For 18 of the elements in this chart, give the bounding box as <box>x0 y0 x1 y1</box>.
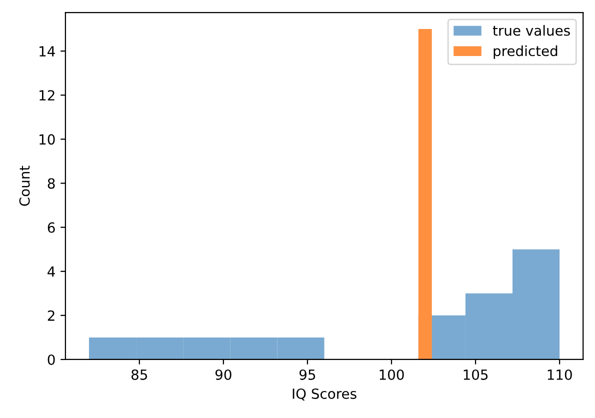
y-axis-title: Count <box>19 166 30 206</box>
y-tick-label: 10 <box>40 134 55 145</box>
legend-label: predicted <box>494 45 558 59</box>
y-tick-label: 8 <box>48 178 55 189</box>
legend-label: true values <box>492 25 570 36</box>
y-tick-label: 4 <box>48 266 55 277</box>
x-tick-label: 110 <box>548 369 572 380</box>
x-axis-title: IQ Scores <box>292 388 356 401</box>
x-tick-label: 105 <box>464 369 488 380</box>
y-tick-label: 12 <box>40 90 54 100</box>
y-tick-label: 0 <box>48 354 55 365</box>
y-tick-label: 2 <box>48 310 54 321</box>
x-tick-label: 95 <box>300 369 316 380</box>
y-tick-label: 6 <box>48 222 55 233</box>
y-tick-label: 14 <box>40 46 55 56</box>
x-tick-label: 100 <box>380 369 404 380</box>
x-tick-label: 85 <box>132 369 148 380</box>
x-tick-label: 90 <box>215 369 232 380</box>
